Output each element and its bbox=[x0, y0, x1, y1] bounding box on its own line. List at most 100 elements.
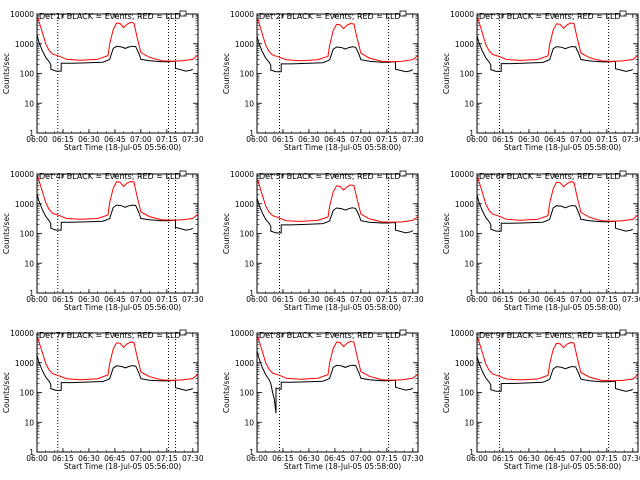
y-tick-label: 10 bbox=[24, 259, 34, 268]
x-tick-label: 07:30 bbox=[182, 454, 204, 463]
events-series-line bbox=[257, 197, 414, 234]
x-tick-label: 06:15 bbox=[52, 135, 74, 144]
x-tick-label: 06:45 bbox=[544, 295, 566, 304]
y-tick-label: 10 bbox=[464, 259, 474, 268]
x-tick-label: 07:00 bbox=[570, 295, 592, 304]
x-tick-label: 07:00 bbox=[130, 454, 152, 463]
x-tick-label: 07:30 bbox=[402, 135, 424, 144]
x-tick-label: 06:15 bbox=[272, 135, 294, 144]
panel-title: Det 4r BLACK = Events, RED = LLD bbox=[39, 172, 181, 181]
x-tick-label: 06:30 bbox=[78, 454, 100, 463]
plot-frame bbox=[36, 332, 199, 453]
x-tick-label: 06:15 bbox=[492, 454, 514, 463]
y-tick-label: 10 bbox=[464, 99, 474, 108]
y-tick-label: 100 bbox=[20, 230, 35, 239]
x-tick-label: 06:30 bbox=[518, 454, 540, 463]
x-tick-label: 06:45 bbox=[544, 135, 566, 144]
lld-series-line bbox=[477, 335, 638, 382]
y-tick-label: 100 bbox=[240, 70, 255, 79]
x-tick-label: 07:30 bbox=[622, 454, 640, 463]
y-tick-label: 1000 bbox=[455, 40, 474, 49]
legend-box bbox=[619, 170, 627, 177]
y-tick-label: 10000 bbox=[230, 10, 254, 19]
lld-series-line bbox=[37, 15, 198, 62]
x-tick-label: 06:15 bbox=[52, 295, 74, 304]
y-axis-label: Counts/sec bbox=[442, 213, 451, 254]
detector-panel: Det 8r BLACK = Events, RED = LLD 1 10 100 10… bbox=[222, 329, 424, 471]
x-tick-label: 06:00 bbox=[26, 135, 48, 144]
x-tick-label: 06:45 bbox=[104, 454, 126, 463]
x-tick-label: 06:45 bbox=[544, 454, 566, 463]
y-tick-label: 10000 bbox=[230, 170, 254, 179]
x-tick-label: 06:00 bbox=[246, 295, 268, 304]
events-series-line bbox=[477, 35, 634, 72]
x-tick-label: 06:00 bbox=[466, 135, 488, 144]
x-axis-label: Start Time (18-Jul-05 05:56:00) bbox=[64, 303, 181, 312]
x-axis-label: Start Time (18-Jul-05 05:58:00) bbox=[504, 143, 621, 152]
y-axis-label: Counts/sec bbox=[2, 372, 11, 413]
x-tick-label: 07:15 bbox=[596, 454, 618, 463]
x-axis-label: Start Time (18-Jul-05 05:58:00) bbox=[284, 462, 401, 471]
x-tick-label: 07:30 bbox=[622, 295, 640, 304]
plot-frame bbox=[36, 13, 199, 134]
y-tick-label: 10 bbox=[464, 418, 474, 427]
legend-box bbox=[179, 329, 187, 336]
x-tick-label: 07:00 bbox=[350, 295, 372, 304]
y-tick-label: 100 bbox=[240, 389, 255, 398]
panel-title: Det 8r BLACK = Events, RED = LLD bbox=[259, 331, 401, 340]
y-tick-label: 10 bbox=[24, 99, 34, 108]
x-tick-label: 07:15 bbox=[376, 135, 398, 144]
y-tick-label: 10000 bbox=[10, 10, 34, 19]
x-tick-label: 06:00 bbox=[26, 295, 48, 304]
x-axis-label: Start Time (18-Jul-05 05:56:00) bbox=[64, 462, 181, 471]
x-tick-label: 06:00 bbox=[466, 295, 488, 304]
x-tick-label: 06:15 bbox=[52, 454, 74, 463]
y-tick-label: 10000 bbox=[450, 329, 474, 338]
y-tick-label: 100 bbox=[240, 230, 255, 239]
y-tick-label: 1000 bbox=[455, 200, 474, 209]
x-tick-label: 06:30 bbox=[298, 295, 320, 304]
lld-series-line bbox=[37, 174, 198, 221]
legend-box bbox=[179, 170, 187, 177]
y-tick-label: 10 bbox=[244, 99, 254, 108]
y-tick-label: 100 bbox=[20, 389, 35, 398]
y-tick-label: 100 bbox=[460, 70, 475, 79]
y-tick-label: 1000 bbox=[235, 40, 254, 49]
x-tick-label: 06:00 bbox=[466, 454, 488, 463]
y-tick-label: 1 bbox=[469, 129, 474, 138]
plot-frame bbox=[256, 173, 419, 294]
x-tick-label: 07:30 bbox=[622, 135, 640, 144]
x-tick-label: 06:15 bbox=[272, 295, 294, 304]
plot-frame bbox=[476, 332, 639, 453]
events-series-line bbox=[477, 355, 634, 392]
x-tick-label: 07:30 bbox=[402, 295, 424, 304]
events-series-line bbox=[257, 36, 414, 73]
events-series-line bbox=[257, 350, 414, 414]
x-axis-label: Start Time (18-Jul-05 05:58:00) bbox=[504, 462, 621, 471]
lld-series-line bbox=[477, 15, 638, 62]
y-tick-label: 1 bbox=[469, 448, 474, 457]
y-tick-label: 10000 bbox=[10, 170, 34, 179]
x-tick-label: 07:00 bbox=[350, 135, 372, 144]
x-tick-label: 06:00 bbox=[246, 135, 268, 144]
y-tick-label: 100 bbox=[460, 230, 475, 239]
x-tick-label: 06:15 bbox=[492, 135, 514, 144]
lld-series-line bbox=[257, 334, 418, 381]
panel-title: Det 1r BLACK = Events, RED = LLD bbox=[39, 12, 181, 21]
y-tick-label: 10 bbox=[244, 418, 254, 427]
y-tick-label: 1000 bbox=[455, 359, 474, 368]
detector-panel: Det 4r BLACK = Events, RED = LLD 1 10 100 10… bbox=[2, 170, 204, 312]
x-tick-label: 07:00 bbox=[130, 135, 152, 144]
x-tick-label: 07:15 bbox=[596, 295, 618, 304]
lld-series-line bbox=[257, 15, 418, 63]
detector-panel: Det 1r BLACK = Events, RED = LLD 1 10 100 10… bbox=[2, 10, 204, 152]
detector-panel: Det 6r BLACK = Events, RED = LLD 1 10 100 10… bbox=[442, 170, 640, 312]
panel-title: Det 3r BLACK = Events, RED = LLD bbox=[479, 12, 621, 21]
panel-title: Det 6r BLACK = Events, RED = LLD bbox=[479, 172, 621, 181]
events-series-line bbox=[37, 34, 194, 72]
x-tick-label: 06:15 bbox=[272, 454, 294, 463]
y-tick-label: 1 bbox=[29, 129, 34, 138]
legend-box bbox=[399, 10, 407, 17]
plot-frame bbox=[256, 332, 419, 453]
